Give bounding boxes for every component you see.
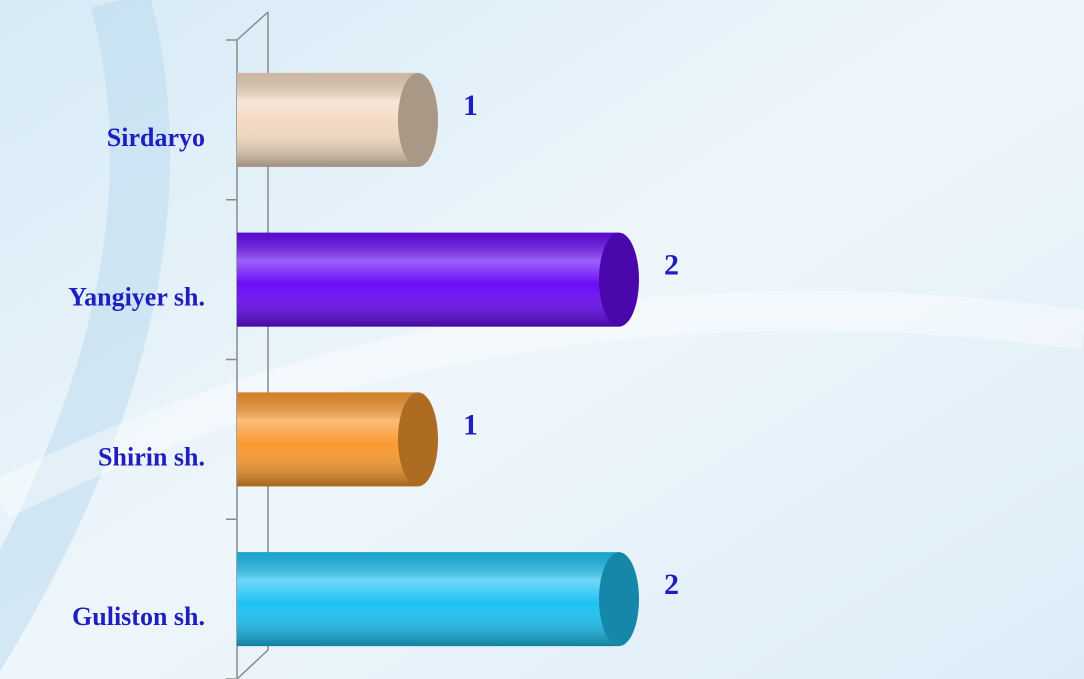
- bar: [237, 552, 639, 647]
- value-label: 2: [664, 568, 679, 601]
- bar-end: [599, 552, 639, 647]
- value-label: 1: [463, 89, 478, 122]
- decor: [0, 0, 170, 672]
- value-label: 1: [463, 408, 478, 441]
- decor: [0, 290, 1084, 518]
- bar: [237, 232, 639, 327]
- bar: [237, 392, 438, 487]
- value-label: 2: [664, 249, 679, 282]
- bar-shade: [237, 232, 619, 327]
- bar-shade: [237, 552, 619, 647]
- category-label: Yangiyer sh.: [68, 283, 205, 312]
- bar: [237, 72, 438, 167]
- bar-end: [398, 72, 438, 167]
- bar-end: [398, 392, 438, 487]
- category-label: Guliston sh.: [72, 602, 205, 631]
- bar-shade: [237, 72, 418, 167]
- category-label: Sirdaryo: [107, 123, 205, 152]
- bar-shade: [237, 392, 418, 487]
- category-label: Shirin sh.: [98, 442, 205, 471]
- bar-end: [599, 232, 639, 327]
